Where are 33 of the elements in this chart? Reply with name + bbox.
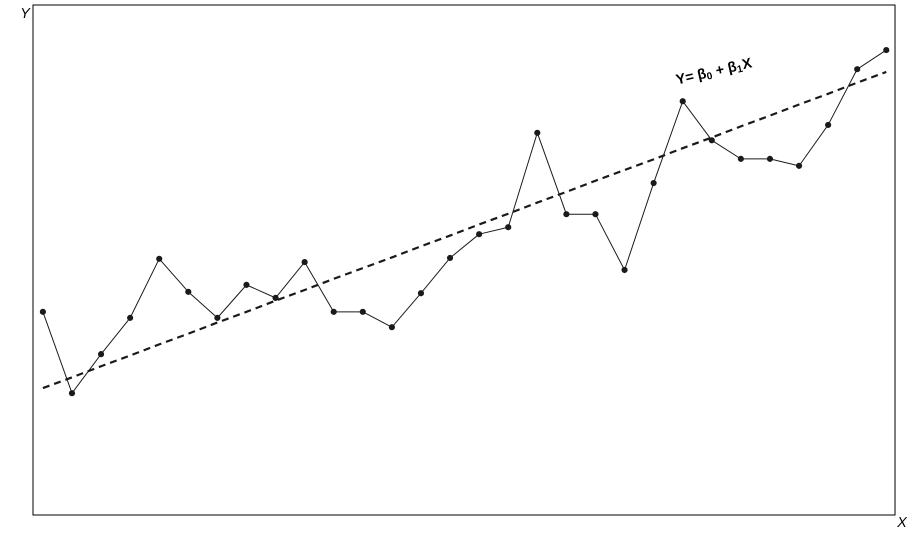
point xyxy=(708,137,715,144)
point xyxy=(563,211,570,218)
point xyxy=(388,324,395,330)
point xyxy=(185,288,192,295)
point xyxy=(766,156,774,162)
point xyxy=(214,314,220,321)
point xyxy=(272,294,279,301)
point xyxy=(302,259,308,266)
point xyxy=(592,211,599,218)
point xyxy=(156,256,162,262)
point xyxy=(650,180,657,186)
point xyxy=(680,98,686,104)
point xyxy=(127,314,134,321)
point xyxy=(330,308,337,315)
annotation: Y= β$_{0}$ + β$_{1}$X xyxy=(675,58,752,84)
point xyxy=(796,162,802,169)
point xyxy=(738,156,744,162)
point xyxy=(505,224,512,230)
point xyxy=(534,130,540,136)
point xyxy=(825,122,832,128)
point xyxy=(883,47,890,54)
point xyxy=(68,390,76,396)
point xyxy=(243,282,250,288)
y-axis-title: Y xyxy=(22,8,31,18)
point xyxy=(98,351,104,358)
x-axis-title: X xyxy=(896,517,908,528)
point xyxy=(418,290,424,296)
point xyxy=(854,66,860,72)
point xyxy=(621,266,628,274)
point xyxy=(40,308,46,315)
point xyxy=(446,254,454,261)
point xyxy=(360,308,366,315)
point xyxy=(476,231,482,238)
